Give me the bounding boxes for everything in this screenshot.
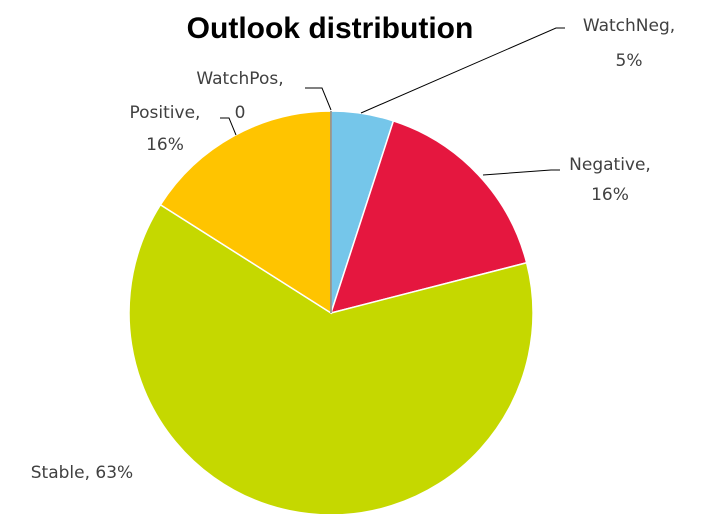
label-stable: Stable, 63% (31, 463, 133, 483)
label-negative-name: Negative, (569, 155, 651, 175)
label-watchneg-name: WatchNeg, (583, 16, 675, 36)
label-watchpos-name: WatchPos, (196, 69, 283, 89)
slice-stable (128, 203, 534, 514)
chart-title: Outlook distribution (187, 12, 474, 45)
label-negative-value: 16% (591, 185, 629, 205)
leader-watchpos (305, 87, 332, 111)
slice-negative (329, 119, 528, 315)
label-positive-value: 16% (146, 135, 184, 155)
leader-watchneg (360, 27, 565, 114)
slice-positive (159, 110, 332, 315)
leader-lines (220, 27, 565, 176)
label-positive-extra: 0 (235, 103, 246, 123)
label-positive-name: Positive, (130, 103, 201, 123)
pie-slices (128, 110, 534, 514)
leader-negative (482, 169, 560, 176)
leader-positive (220, 117, 237, 136)
label-watchneg-value: 5% (616, 51, 643, 71)
